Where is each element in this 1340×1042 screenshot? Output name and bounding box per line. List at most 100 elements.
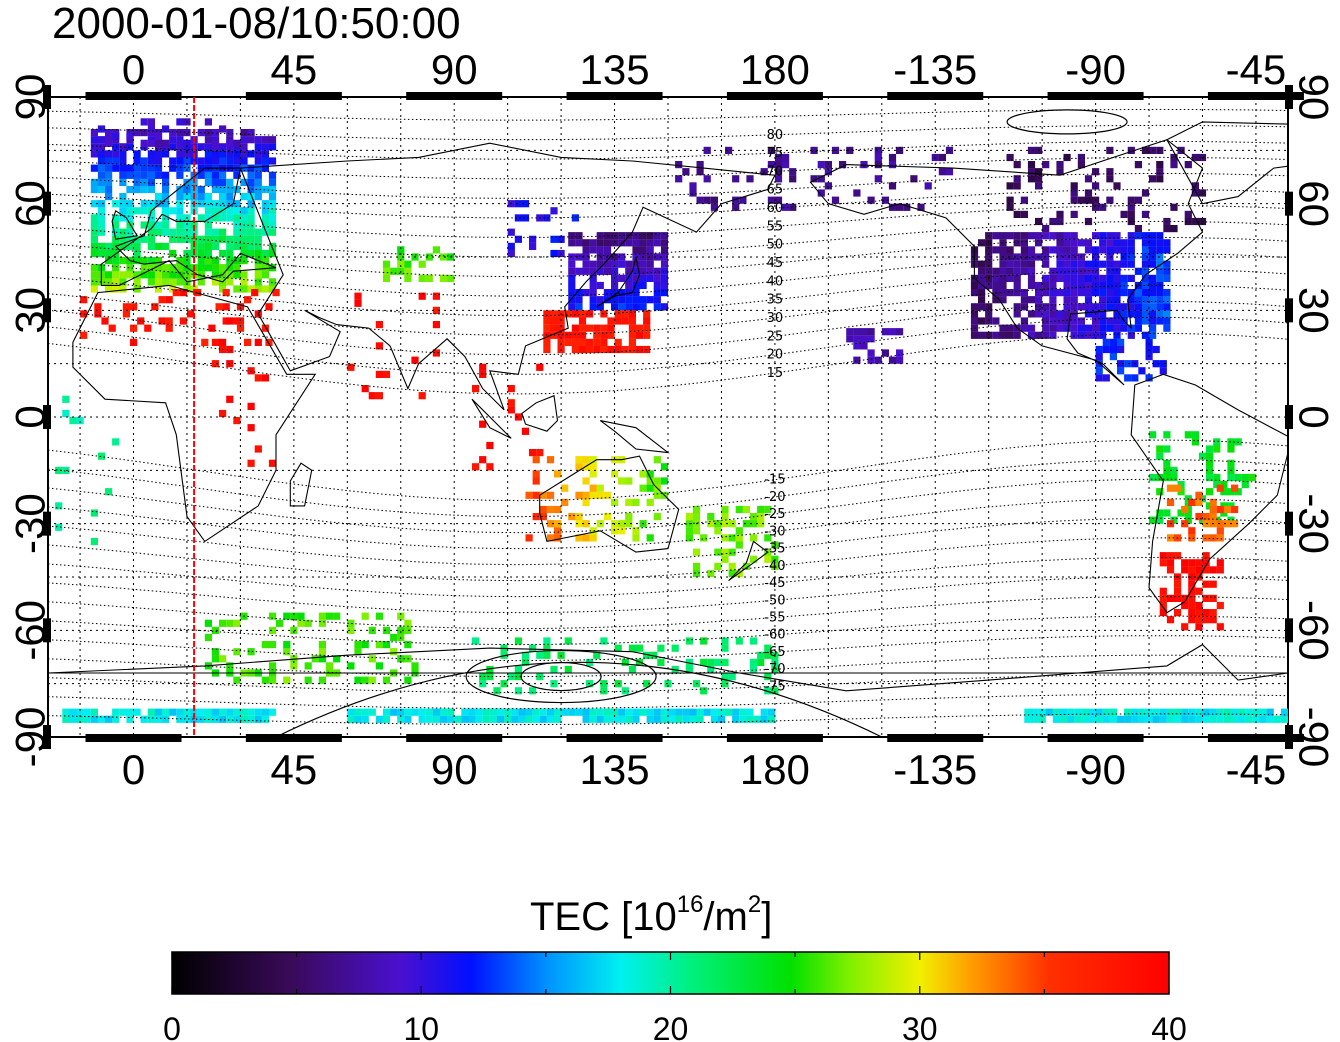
tec-cell [896,203,904,211]
tec-cell [660,715,669,723]
tec-cell [169,278,177,286]
tec-cell [1027,253,1036,261]
tec-cell [468,715,476,723]
tec-cell [1063,296,1071,304]
tec-cell [147,164,155,172]
tec-cell [1195,623,1203,631]
tec-cell [354,299,362,307]
tec-cell [1181,715,1189,723]
tec-cell [888,203,897,211]
tec-cell [1106,239,1114,247]
tec-cell [671,644,679,652]
tec-cell [169,157,177,165]
tec-cell [304,662,312,670]
tec-cell [1156,239,1164,247]
tec-cell [1092,281,1100,290]
tec-cell [628,310,636,318]
tec-cell [903,203,911,211]
tec-cell [1070,246,1078,254]
tec-cell [575,463,583,471]
tec-data-cells [55,118,1288,723]
tec-cell [190,715,198,723]
tec-cell [1163,431,1171,439]
tec-cell [119,164,127,172]
tec-cell [721,520,729,528]
tec-cell [1159,552,1167,560]
tec-cell [1070,189,1078,197]
tec-cell [219,171,227,179]
tec-cell [657,658,665,666]
tec-cell [162,193,170,201]
tec-cell [1202,609,1210,617]
border-tick-bar [1207,92,1304,100]
tec-cell [1124,715,1132,723]
tec-cell [978,267,986,275]
tec-cell [639,239,647,247]
tec-cell [507,249,515,258]
tec-cell [1070,317,1078,325]
tec-cell [361,708,369,716]
tec-cell [596,708,604,716]
tec-cell [1181,566,1189,574]
tec-cell [888,161,897,169]
tec-cell [639,260,647,268]
tec-cell [1163,303,1171,311]
tec-cell [1042,289,1050,297]
tec-cell [479,456,487,464]
tec-cell [1027,146,1036,154]
mag-lat-label: 20 [767,348,784,363]
tec-cell [1149,296,1157,304]
tec-cell [1042,310,1050,318]
tec-cell [147,264,155,272]
tec-cell [1202,594,1210,602]
tec-cell [361,715,369,723]
tec-cell [1174,552,1182,560]
tec-cell [600,338,608,346]
tec-cell [233,157,241,165]
tec-cell [1063,289,1071,297]
tec-cell [1113,274,1121,282]
tec-cell [1138,715,1146,723]
tec-cell [140,271,148,279]
tec-cell [197,171,205,179]
tec-cell [546,715,555,723]
tec-cell [368,708,376,716]
tec-cell [735,527,743,535]
tec-cell [211,271,220,279]
tec-cell [247,164,255,172]
border-tick-bar [1207,734,1304,742]
tec-cell [682,168,690,176]
tec-cell [618,253,626,261]
tec-cell [1163,509,1171,517]
tec-cell [639,232,647,240]
tec-cell [254,374,262,382]
tec-cell [646,470,654,478]
tec-cell [126,235,134,243]
tec-cell [219,157,227,165]
tec-cell [368,392,376,400]
tec-cell [721,534,729,542]
tec-cell [169,164,177,172]
tec-cell [268,249,277,258]
tec-cell [382,267,391,275]
tec-cell [140,264,148,272]
tec-cell [211,178,220,186]
tec-cell [660,260,669,268]
tec-cell [525,534,533,542]
tec-cell [69,708,77,716]
north-pole-contour [1006,109,1128,135]
tec-cell [764,673,772,681]
tec-cell [254,228,262,236]
tec-cell [685,513,693,521]
tec-cell [1174,708,1182,716]
tec-cell [660,232,669,240]
tec-cell [1227,459,1235,467]
tec-cell [1141,289,1150,297]
tec-cell [432,715,440,723]
tec-cell [1156,509,1164,517]
tec-cell [162,150,170,158]
tec-cell [646,267,654,275]
tec-cell [432,349,440,357]
tec-cell [1031,708,1039,716]
tec-cell [211,150,220,158]
